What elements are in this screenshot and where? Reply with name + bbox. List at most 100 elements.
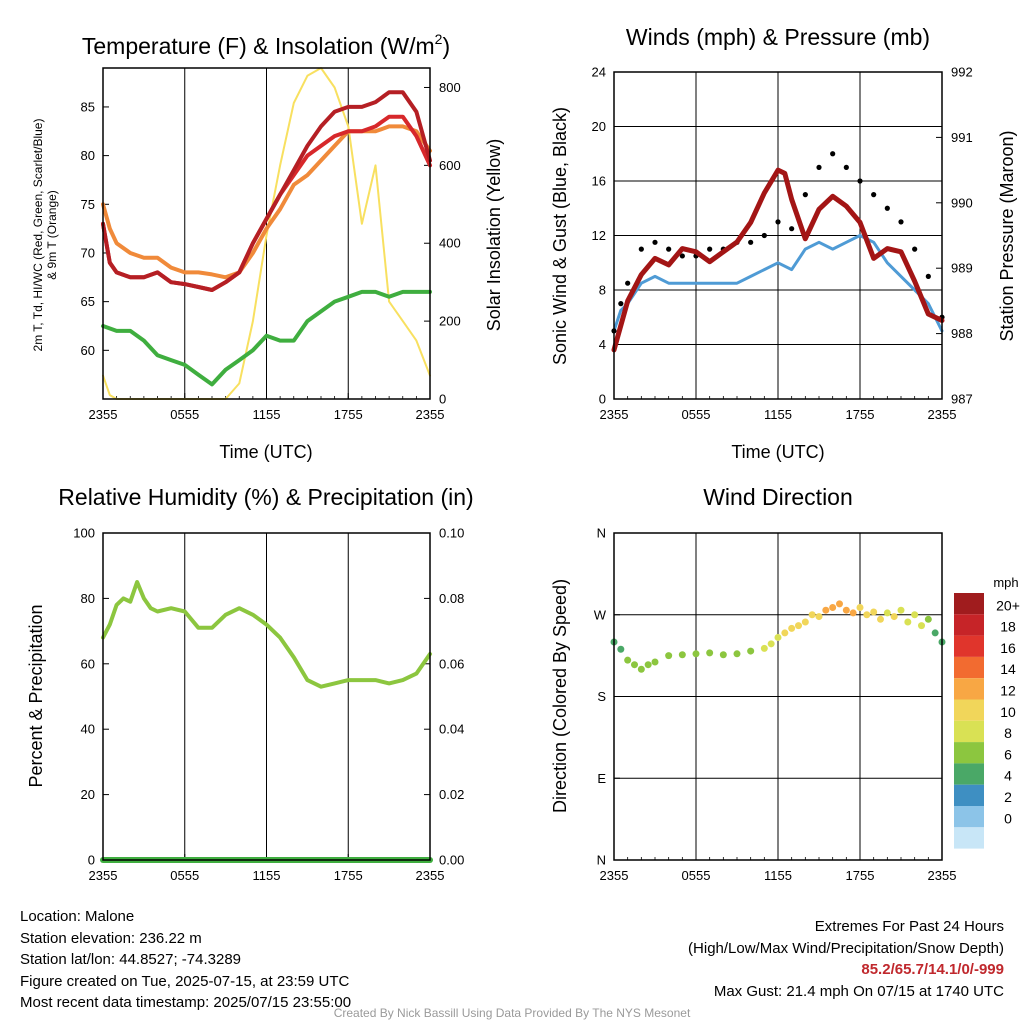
dir-point [678, 651, 686, 659]
colorbar-label: 2 [1004, 789, 1012, 805]
wind-ytick-label: 8 [599, 283, 606, 298]
wind-y2tick-label: 987 [951, 392, 973, 407]
extremes-legend: (High/Low/Max Wind/Precipitation/Snow De… [688, 939, 1004, 957]
wind-gust-point [789, 226, 795, 232]
wind-y2tick-label: 992 [951, 65, 973, 80]
temp-axes-frame [102, 67, 431, 400]
rh-axes-frame [102, 532, 431, 861]
dir-point [883, 609, 891, 617]
rh-ytick-label: 60 [81, 656, 95, 671]
rh-ytick-label: 20 [81, 787, 95, 802]
dir-xtick-label: 2355 [600, 868, 629, 883]
wind-gust-point [830, 151, 836, 157]
temp-series-t9m [101, 124, 432, 280]
colorbar-label: 4 [1004, 768, 1012, 784]
dir-point [644, 661, 652, 669]
dir-point [897, 606, 905, 614]
temp-y2tick-label: 400 [439, 236, 461, 251]
recent-data-text: Most recent data timestamp: 2025/07/15 2… [20, 994, 352, 1011]
dir-xtick-label: 1755 [846, 868, 875, 883]
rh-ytick-label: 0 [88, 853, 95, 868]
colorbar-swatch [954, 720, 984, 743]
dir-point [904, 618, 912, 626]
dir-point [924, 615, 932, 623]
wind-ytick-label: 16 [592, 174, 606, 189]
extremes-info: Extremes For Past 24 Hours (High/Low/Max… [688, 916, 1004, 1002]
dir-point [637, 665, 645, 673]
elevation-text: Station elevation: 236.22 m [20, 929, 202, 947]
wind-xtick-label: 0555 [682, 407, 711, 422]
dir-point [706, 649, 714, 657]
wind-y2tick-label: 990 [951, 195, 973, 210]
extremes-values: 85.2/65.7/14.1/0/-999 [861, 961, 1004, 978]
wind-gust-point [775, 219, 781, 225]
dir-point [719, 651, 727, 659]
colorbar-title: mph [993, 575, 1018, 590]
wind-ytick-label: 20 [592, 119, 606, 134]
dir-xtick-label: 1155 [764, 868, 792, 883]
dir-xtick-label: 0555 [682, 868, 711, 883]
temp-xtick-label: 1155 [253, 407, 281, 422]
temp-xlabel: Time (UTC) [219, 442, 312, 462]
rh-y2tick-label: 0.10 [439, 526, 464, 541]
temp-ytick-label: 65 [81, 294, 95, 309]
temp-ylabel-line2: & 9m T (Orange) [45, 190, 59, 280]
dir-point [781, 629, 789, 637]
dir-point [624, 656, 632, 664]
wind-xtick-label: 2355 [928, 407, 957, 422]
wind-y2tick-label: 988 [951, 326, 973, 341]
colorbar-label: 12 [1000, 683, 1016, 699]
dir-point [774, 633, 782, 641]
credit-text: Created By Nick Bassill Using Data Provi… [333, 1006, 691, 1020]
temp-ytick-label: 70 [81, 245, 95, 260]
colorbar-swatch [954, 593, 984, 615]
wind-gust-point [679, 253, 685, 259]
temp-xtick-label: 2355 [416, 407, 445, 422]
temp-ytick-label: 75 [81, 197, 95, 212]
wind-gust-point [898, 219, 904, 225]
temp-xtick-label: 2355 [89, 407, 118, 422]
colorbar-swatch [954, 742, 984, 764]
dir-point [617, 645, 625, 653]
dir-ytick-label: N [597, 526, 606, 541]
wind-xlabel: Time (UTC) [731, 442, 824, 462]
wind-ylabel: Sonic Wind & Gust (Blue, Black) [550, 107, 570, 365]
dir-point [870, 608, 878, 616]
dir-ytick-label: E [597, 771, 606, 786]
wind-xtick-label: 1155 [764, 407, 792, 422]
wind-gust-point [925, 273, 931, 279]
wind-gust-point [912, 246, 918, 252]
dir-point [918, 622, 925, 630]
dir-point [842, 606, 850, 614]
dir-point [651, 658, 659, 666]
rh-xtick-label: 1755 [334, 868, 363, 883]
dir-ytick-label: W [594, 607, 607, 622]
rh-ylabel: Percent & Precipitation [26, 604, 46, 787]
dir-point [877, 615, 884, 623]
dir-xtick-label: 2355 [928, 868, 957, 883]
wind-gust-point [802, 192, 808, 198]
rh-ytick-label: 100 [73, 526, 95, 541]
dir-point [788, 624, 796, 632]
dir-ytick-label: S [597, 689, 606, 704]
dir-point [760, 644, 768, 652]
temp-series-td [101, 289, 432, 387]
wind-ytick-label: 4 [599, 337, 606, 352]
latlon-text: Station lat/lon: 44.8527; -74.3289 [20, 951, 242, 968]
colorbar-label: 18 [1000, 619, 1016, 635]
rh-xtick-label: 2355 [416, 868, 445, 883]
temp-series-hiwc [101, 90, 432, 292]
colorbar-label: 0 [1004, 810, 1012, 826]
colorbar-swatch [954, 806, 984, 828]
dir-point [808, 611, 816, 619]
wind-xtick-label: 1755 [846, 407, 875, 422]
temp-y2tick-label: 0 [439, 392, 446, 407]
wind-gust-point [816, 164, 822, 170]
temp-xtick-label: 1755 [334, 407, 363, 422]
max-gust-text: Max Gust: 21.4 mph On 07/15 at 1740 UTC [713, 982, 1004, 1000]
rh-series-rh [101, 580, 432, 689]
wind-gust-point [666, 246, 672, 252]
wind-gust-point [652, 239, 658, 245]
wind-gust-point [748, 239, 754, 245]
